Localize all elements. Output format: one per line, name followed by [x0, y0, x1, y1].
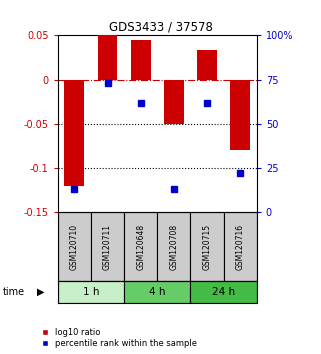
- Bar: [230, 80, 250, 150]
- Bar: [131, 40, 151, 80]
- Bar: [197, 50, 217, 80]
- Bar: [58, 281, 124, 303]
- Text: 1 h: 1 h: [83, 287, 99, 297]
- Text: 24 h: 24 h: [212, 287, 235, 297]
- Text: time: time: [3, 287, 25, 297]
- Bar: [124, 212, 157, 281]
- Legend: log10 ratio, percentile rank within the sample: log10 ratio, percentile rank within the …: [36, 327, 197, 348]
- Text: GSM120710: GSM120710: [70, 224, 79, 270]
- Bar: [164, 80, 184, 124]
- Text: GDS3433 / 37578: GDS3433 / 37578: [108, 20, 213, 33]
- Bar: [98, 35, 117, 80]
- Text: GSM120708: GSM120708: [169, 224, 178, 270]
- Bar: [190, 212, 224, 281]
- Text: GSM120711: GSM120711: [103, 224, 112, 270]
- Text: GSM120648: GSM120648: [136, 224, 145, 270]
- Bar: [58, 212, 91, 281]
- Text: GSM120715: GSM120715: [203, 224, 212, 270]
- Bar: [65, 80, 84, 186]
- Text: ▶: ▶: [37, 287, 44, 297]
- Bar: [157, 212, 190, 281]
- Bar: [190, 281, 257, 303]
- Text: GSM120716: GSM120716: [236, 224, 245, 270]
- Text: 4 h: 4 h: [149, 287, 166, 297]
- Bar: [224, 212, 257, 281]
- Bar: [91, 212, 124, 281]
- Bar: [124, 281, 190, 303]
